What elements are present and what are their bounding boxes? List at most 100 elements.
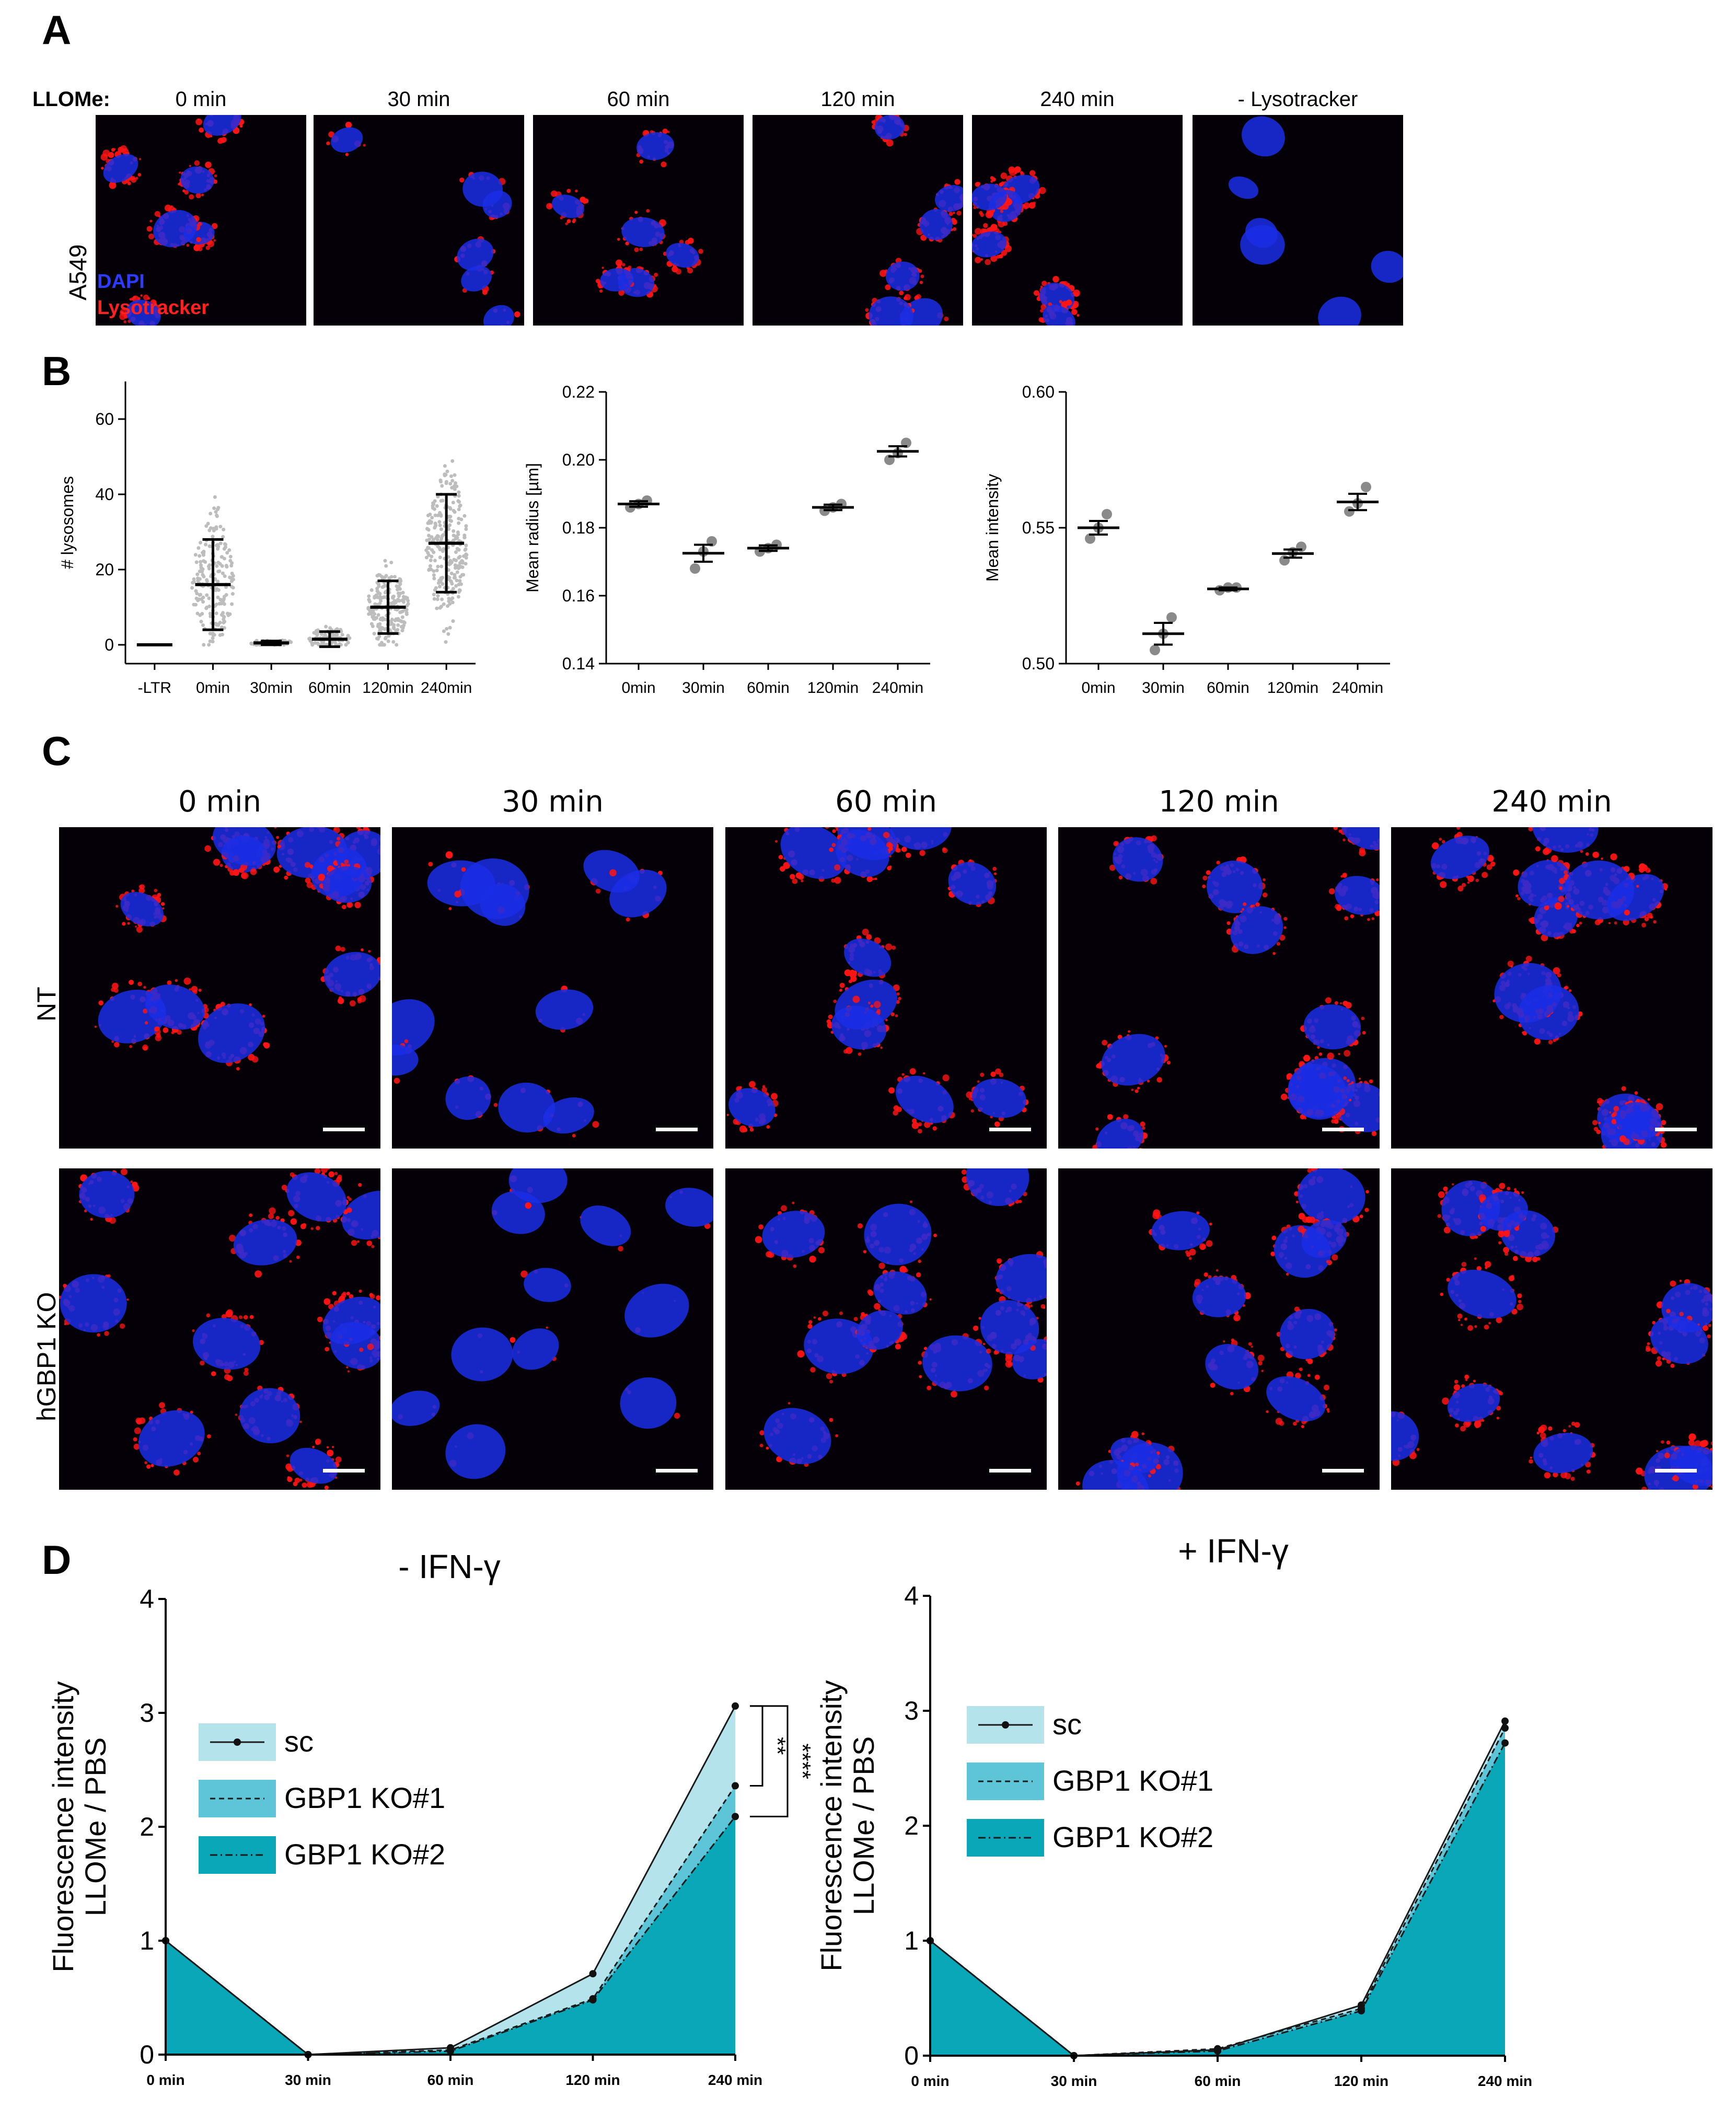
data-point [450, 479, 455, 483]
data-point [436, 513, 440, 517]
lysosome-dot [829, 1418, 834, 1422]
lysosome-dot [113, 148, 116, 150]
data-point [205, 593, 209, 597]
lysosome-dot [1148, 1474, 1151, 1478]
lysosome-dot [238, 868, 242, 872]
lysosome-dot [1512, 1256, 1518, 1261]
y-tick-label: 0.14 [562, 654, 595, 673]
data-point [218, 633, 222, 637]
data-point [439, 564, 444, 569]
lysosome-dot [1641, 922, 1647, 928]
data-point [436, 494, 440, 498]
data-point [424, 555, 429, 560]
data-point [194, 589, 198, 593]
lysosome-dot [321, 1168, 328, 1173]
nucleus [1096, 1118, 1144, 1149]
lysosome-dot [428, 862, 433, 867]
nucleus [331, 127, 363, 153]
nucleus [1279, 1308, 1335, 1360]
lysosome-dot [566, 219, 571, 224]
micro-canvas [725, 827, 1047, 1149]
lysosome-dot [1610, 853, 1617, 861]
lysosome-dot [909, 1068, 916, 1075]
data-point [448, 602, 452, 606]
data-point [457, 566, 461, 570]
lysosome-dot [290, 1218, 297, 1225]
lysosome-dot [461, 867, 466, 872]
data-point [399, 624, 403, 629]
data-point [380, 618, 385, 622]
lysosome-dot [818, 1317, 821, 1321]
lysosome-dot [239, 124, 243, 128]
lysosome-dot [1314, 1374, 1320, 1380]
data-point [447, 527, 451, 531]
panel-letter-b: B [42, 348, 72, 394]
lysosome-dot [1694, 1440, 1702, 1447]
lysosome-dot [1440, 881, 1447, 888]
data-point [192, 577, 196, 581]
lysosome-dot [112, 982, 119, 990]
data-point [427, 553, 431, 557]
lysosome-dot [977, 1080, 980, 1083]
lysosome-dot [1040, 309, 1044, 313]
nucleus [1288, 1064, 1347, 1120]
panel-c-image [725, 827, 1047, 1149]
nucleus [126, 299, 161, 326]
lysosome-dot [1559, 886, 1563, 890]
lysosome-dot [771, 1093, 778, 1100]
lysosome-dot [1303, 1054, 1311, 1062]
data-point [458, 503, 462, 507]
lysosome-dot [154, 211, 160, 217]
data-point [214, 621, 218, 625]
lysosome-dot [889, 847, 893, 851]
lysosome-dot [135, 1418, 142, 1424]
lysosome-dot [173, 1469, 180, 1476]
legend-lysotracker: Lysotracker [97, 297, 210, 319]
lysosome-dot [783, 862, 790, 869]
lysosome-dot [1636, 885, 1639, 888]
nucleus [948, 862, 997, 905]
y-axis-label: Mean radius [µm] [523, 463, 542, 593]
lysosome-dot [1661, 1440, 1664, 1444]
lysosome-dot [1661, 1120, 1666, 1126]
data-point [199, 620, 203, 624]
lysosome-dot [1142, 1126, 1145, 1130]
nucleus [1301, 1220, 1347, 1258]
lysosome-dot [195, 118, 202, 125]
y-tick-label: 0.60 [1022, 382, 1055, 401]
lysosome-dot [1188, 1257, 1192, 1260]
data-point [398, 592, 402, 596]
data-point [448, 482, 453, 486]
data-point [453, 563, 457, 567]
data-point [1085, 533, 1095, 544]
nucleus [451, 1327, 513, 1382]
lysosome-dot [219, 864, 223, 867]
data-point [201, 600, 205, 604]
nucleus [180, 166, 214, 194]
nucleus [1113, 837, 1163, 882]
data-point [214, 510, 218, 514]
lysosome-dot [546, 1326, 548, 1329]
lysosome-dot [565, 222, 568, 225]
lysosome-dot [332, 1291, 337, 1295]
micro-canvas [1193, 115, 1403, 326]
micro-canvas [972, 115, 1183, 326]
panel-c-image [725, 1168, 1047, 1490]
data-point [445, 627, 449, 631]
lysosome-dot [129, 979, 134, 985]
nucleus [935, 185, 963, 212]
lysosome-dot [1151, 835, 1157, 841]
data-point [430, 548, 434, 552]
lysosome-dot [1438, 1191, 1445, 1198]
data-point [464, 524, 468, 528]
lysosome-dot [1611, 1113, 1615, 1118]
data-point [426, 514, 430, 518]
lysosome-dot [327, 1168, 330, 1170]
nucleus [966, 1168, 1029, 1207]
y-tick-label: 60 [95, 410, 114, 428]
x-tick-label: 30min [250, 679, 293, 697]
lysosome-dot [1230, 1392, 1234, 1396]
data-point [230, 602, 234, 606]
lysosome-dot [919, 850, 925, 856]
